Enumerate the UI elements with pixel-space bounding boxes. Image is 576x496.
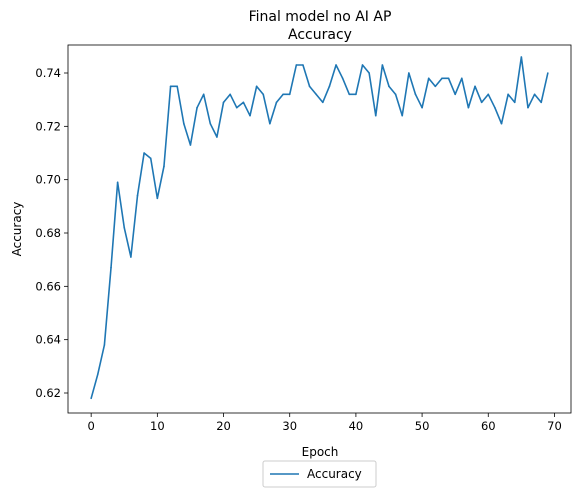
data-point — [143, 152, 145, 154]
data-point — [394, 93, 397, 96]
data-point — [328, 85, 331, 88]
data-point — [467, 106, 470, 109]
y-tick-label: 0.64 — [35, 333, 61, 347]
data-point — [341, 77, 344, 80]
data-point — [249, 114, 251, 117]
data-point — [96, 373, 99, 376]
data-point — [302, 64, 304, 66]
data-point — [123, 226, 126, 229]
data-point — [494, 106, 496, 109]
data-point — [315, 93, 317, 96]
data-point — [262, 93, 265, 96]
data-point — [189, 144, 192, 146]
data-point — [480, 101, 483, 104]
data-point — [322, 101, 324, 104]
plot-area — [68, 45, 571, 413]
chart-subtitle: Accuracy — [288, 27, 352, 43]
x-tick-label: 10 — [150, 419, 165, 433]
data-point — [335, 64, 337, 66]
x-tick-label: 20 — [216, 419, 231, 433]
y-tick-label: 0.68 — [35, 226, 61, 240]
legend: Accuracy — [262, 460, 377, 488]
y-tick-label: 0.66 — [35, 279, 61, 293]
data-point — [196, 106, 198, 109]
data-point — [202, 93, 205, 96]
data-point — [500, 122, 503, 125]
data-point — [487, 93, 490, 96]
x-tick-label: 40 — [349, 419, 364, 433]
data-point — [235, 106, 238, 109]
data-point — [130, 256, 132, 258]
data-point — [447, 77, 450, 80]
data-point — [222, 101, 225, 104]
data-point — [269, 122, 271, 125]
plot-frame — [67, 44, 572, 414]
data-point — [136, 194, 139, 197]
x-tick-label: 0 — [88, 419, 95, 433]
data-point — [308, 85, 311, 88]
data-point — [116, 181, 119, 184]
series-layer — [90, 56, 549, 400]
data-point — [368, 72, 370, 74]
data-point — [229, 93, 231, 96]
x-axis-label: Epoch — [302, 445, 339, 459]
data-point — [216, 136, 218, 138]
x-axis-ticks: 0 10 20 30 40 50 60 70 — [88, 413, 562, 433]
data-point — [461, 77, 463, 80]
y-tick-label: 0.62 — [35, 386, 61, 400]
data-point — [282, 93, 284, 96]
data-point — [355, 93, 357, 96]
data-point — [288, 93, 291, 96]
x-tick-label: 30 — [282, 419, 297, 433]
data-point — [149, 157, 152, 160]
data-point — [441, 77, 443, 80]
x-tick-label: 60 — [481, 419, 496, 433]
data-point — [209, 122, 212, 125]
data-point — [388, 85, 390, 88]
data-point — [103, 344, 106, 346]
data-point — [408, 72, 410, 74]
data-point — [163, 165, 165, 168]
data-point — [427, 77, 430, 80]
data-point — [513, 101, 516, 104]
data-point — [454, 93, 456, 96]
y-axis-ticks: 0.62 0.64 0.66 0.68 0.70 0.72 0.74 — [35, 66, 68, 400]
y-axis-label: Accuracy — [10, 202, 24, 257]
y-tick-label: 0.70 — [35, 173, 61, 187]
chart-title: Final model no AI AP — [249, 9, 392, 25]
data-point — [434, 85, 437, 88]
data-point — [255, 85, 258, 88]
data-point — [507, 93, 509, 96]
data-point — [176, 85, 178, 88]
legend-box — [262, 460, 377, 488]
data-point — [242, 101, 245, 104]
x-tick-label: 50 — [415, 419, 430, 433]
data-point — [381, 64, 384, 66]
legend-label: Accuracy — [307, 467, 362, 481]
data-point — [533, 93, 536, 96]
data-point — [474, 85, 476, 88]
data-point — [110, 266, 112, 269]
data-point — [374, 114, 377, 117]
data-point — [275, 101, 278, 104]
data-point — [295, 64, 298, 66]
data-point — [527, 106, 529, 109]
data-point — [90, 397, 92, 400]
data-point — [520, 56, 523, 58]
data-point — [348, 93, 351, 96]
data-point — [421, 106, 423, 109]
data-point — [401, 114, 404, 117]
y-tick-label: 0.72 — [35, 119, 61, 133]
data-point — [183, 122, 185, 125]
y-tick-label: 0.74 — [35, 66, 61, 80]
data-point — [547, 72, 549, 74]
data-point — [540, 101, 543, 104]
data-point — [169, 85, 172, 88]
data-point — [414, 93, 417, 96]
data-point — [156, 197, 159, 200]
data-point — [361, 64, 364, 66]
series-line-0 — [90, 56, 549, 399]
x-tick-label: 70 — [547, 419, 562, 433]
